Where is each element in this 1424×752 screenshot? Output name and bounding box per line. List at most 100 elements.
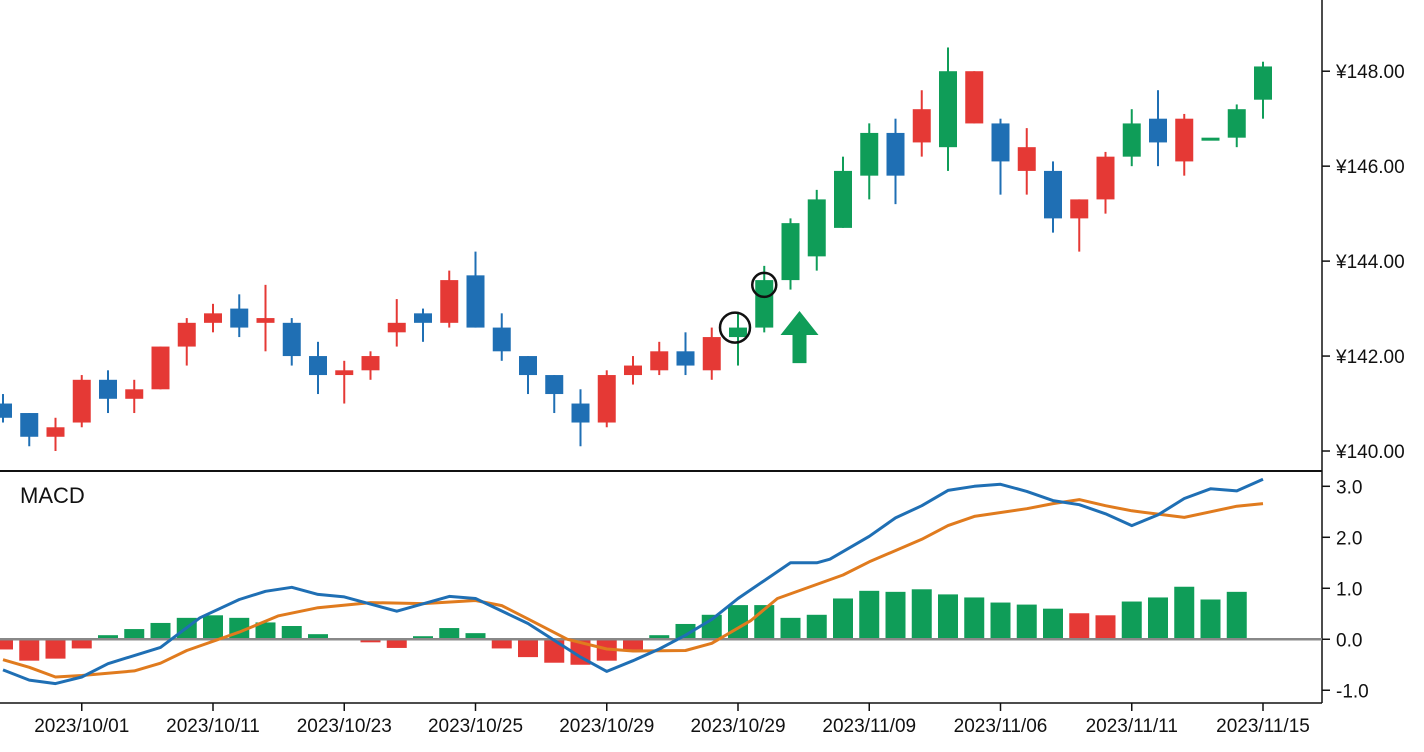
macd-y-tick-label: -1.0: [1336, 681, 1369, 702]
macd-histogram-bar: [98, 635, 118, 640]
x-tick-label: 2023/10/29: [690, 716, 785, 737]
macd-histogram-bar: [413, 636, 433, 640]
x-tick-label: 2023/10/25: [428, 716, 523, 737]
signal-line: [2, 498, 1264, 679]
price-y-tick-label: ¥144.00: [1335, 252, 1405, 273]
macd-histogram-bar: [45, 639, 66, 659]
price-y-tick-label: ¥146.00: [1335, 157, 1405, 178]
macd-histogram-bar: [1174, 586, 1195, 640]
macd-y-tick-label: 2.0: [1336, 528, 1362, 549]
candle-body: [492, 327, 511, 352]
x-axis: 2023/10/01 2023/10/11 2023/10/23 2023/10/25…: [0, 702, 1322, 737]
macd-histogram-bar: [491, 639, 512, 649]
signal-circle-marker: [751, 271, 778, 299]
macd-histogram-bar: [386, 639, 407, 648]
price-y-tick-label: ¥142.00: [1335, 347, 1405, 368]
macd-histogram-bar: [859, 590, 880, 640]
x-tick-label: 2023/11/11: [1086, 716, 1178, 737]
price-y-tick-label: ¥148.00: [1335, 62, 1405, 83]
macd-histogram-bar: [124, 629, 145, 640]
macd-histogram-bar: [728, 605, 748, 640]
candle-body: [597, 375, 616, 423]
x-tick-label: 2023/10/01: [34, 716, 129, 737]
macd-histogram-bar: [19, 639, 40, 661]
candle-body: [99, 379, 117, 399]
candle-body: [1096, 156, 1115, 200]
candle-body: [361, 356, 380, 371]
macd-histogram-bar: [544, 639, 565, 663]
candle-body: [807, 199, 826, 257]
macd-y-tick-label: 3.0: [1336, 477, 1362, 498]
macd-histogram-bar: [1043, 608, 1063, 640]
macd-histogram-bar: [649, 635, 670, 640]
price-panel: ¥140.00 ¥142.00 ¥144.00 ¥146.00 ¥148.00: [0, 0, 1405, 703]
macd-histogram-bar: [150, 622, 171, 640]
candle-body: [545, 375, 564, 395]
candle-body: [939, 71, 957, 148]
macd-histogram-bar: [1226, 591, 1247, 640]
macd-histogram-bar: [964, 597, 985, 640]
candle-body: [1201, 137, 1220, 141]
macd-histogram-bar: [308, 634, 328, 640]
macd-histogram-bar: [465, 633, 486, 640]
candle-body: [414, 313, 432, 323]
macd-histogram-bar: [281, 626, 302, 640]
candle-body: [466, 275, 485, 328]
macd-histogram-bar: [1200, 599, 1221, 640]
x-tick-label: 2023/11/15: [1216, 716, 1310, 737]
x-tick-label: 2023/10/11: [166, 716, 260, 737]
signal-circle-marker: [718, 311, 752, 344]
macd-histogram-bar: [1121, 601, 1142, 640]
candle-body: [991, 123, 1010, 162]
candle-body: [204, 313, 222, 323]
candle-body: [151, 346, 170, 390]
macd-histogram-bar: [1148, 597, 1168, 640]
candle-body: [256, 318, 275, 323]
candle-body: [519, 356, 537, 376]
macd-histogram-bar: [938, 594, 958, 640]
candle-body: [1149, 118, 1167, 143]
candle-body: [1227, 109, 1246, 138]
candle-body: [125, 389, 144, 399]
macd-panel-label: MACD: [20, 483, 85, 508]
candle-body: [177, 322, 196, 347]
candle-body: [676, 351, 695, 366]
macd-histogram-bar: [360, 639, 381, 643]
x-tick-label: 2023/11/09: [822, 716, 916, 737]
macd-histogram-bar: [1095, 615, 1116, 640]
macd-y-tick-label: 0.0: [1336, 630, 1362, 651]
candle-body: [20, 413, 39, 437]
candle-body: [72, 379, 91, 423]
macd-histogram-bar: [885, 591, 906, 640]
candle-body: [886, 132, 905, 176]
macd-histogram-bar: [439, 628, 460, 640]
macd-histogram-bar: [623, 639, 643, 650]
macd-histogram-bar: [203, 615, 223, 640]
candle-body: [755, 280, 774, 328]
candle-body: [387, 322, 406, 333]
candle-body: [702, 337, 721, 371]
candle-body: [0, 403, 12, 418]
candle-body: [335, 370, 354, 376]
candle-body: [46, 427, 65, 437]
candle-body: [1254, 66, 1272, 100]
candle-body: [729, 327, 747, 338]
candle-body: [650, 351, 669, 371]
macd-histogram-bar: [518, 639, 538, 658]
macd-histogram-bar: [71, 639, 92, 649]
macd-histogram-bar: [990, 602, 1011, 640]
macd-histogram-bar: [0, 639, 13, 650]
macd-histogram-bar: [675, 623, 696, 640]
candle-body: [781, 223, 800, 281]
macd-histogram-bar: [911, 589, 932, 640]
macd-y-tick-label: 1.0: [1336, 579, 1362, 600]
macd-histogram-bar: [1016, 604, 1037, 640]
macd-histogram-bar: [780, 617, 801, 640]
candle-body: [1070, 199, 1089, 219]
candle-body: [834, 170, 852, 228]
candle-body: [1175, 118, 1194, 162]
candle-body: [440, 280, 459, 323]
buy-arrow-icon: [780, 310, 819, 364]
